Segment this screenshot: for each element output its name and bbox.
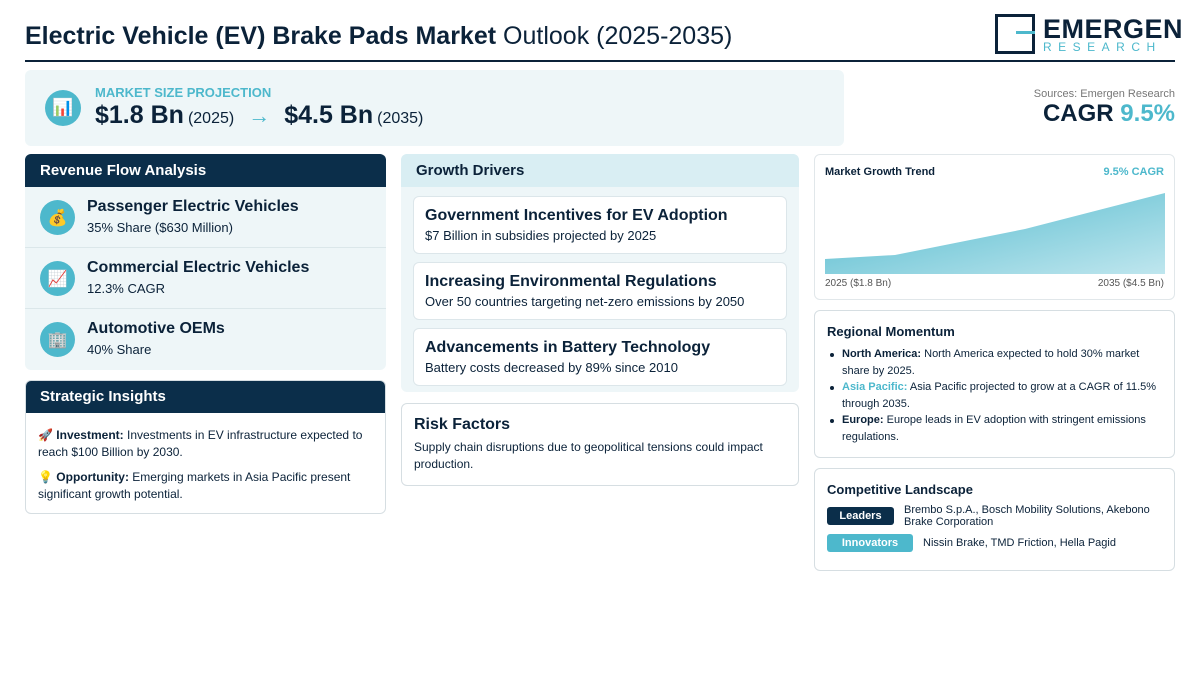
- regional-title: Regional Momentum: [827, 324, 955, 339]
- driver-item: Increasing Environmental Regulations Ove…: [413, 262, 787, 320]
- driver-subtitle: Battery costs decreased by 89% since 201…: [425, 360, 678, 375]
- innovators-badge: Innovators: [827, 534, 913, 552]
- trend-area: [825, 193, 1165, 274]
- region-name: Asia Pacific:: [842, 381, 908, 393]
- region-text: Europe leads in EV adoption with stringe…: [842, 414, 1146, 443]
- logo-wordmark: EMERGEN: [1043, 14, 1184, 44]
- insight-text: Investments in EV infrastructure expecte…: [38, 428, 363, 459]
- region-name: Europe:: [842, 414, 884, 426]
- page-title-bold: Electric Vehicle (EV) Brake Pads Market: [25, 22, 497, 50]
- market-trend-card: Market Growth Trend 9.5% CAGR 2025 ($1.8…: [814, 154, 1175, 300]
- insight-item: 🚀 Investment: Investments in EV infrastr…: [38, 427, 373, 461]
- revenue-item-subtitle: 35% Share ($630 Million): [87, 220, 233, 235]
- page-title-light: Outlook (2025-2035): [503, 22, 733, 50]
- region-name: North America:: [842, 348, 922, 360]
- growth-drivers-card: Growth Drivers Government Incentives for…: [401, 154, 799, 392]
- emergen-logo: EMERGEN RESEARCH: [995, 14, 1183, 56]
- page-header: Electric Vehicle (EV) Brake Pads Market …: [25, 10, 1183, 62]
- strategic-insights-title: Strategic Insights: [26, 381, 385, 413]
- revenue-flow-card: Revenue Flow Analysis 💰 Passenger Electr…: [25, 154, 386, 370]
- strategic-insights-card: Strategic Insights 🚀 Investment: Investm…: [25, 380, 386, 514]
- cagr-headline: CAGR 9.5%: [1043, 100, 1175, 128]
- page-title: Electric Vehicle (EV) Brake Pads Market …: [25, 22, 732, 51]
- insight-item: 💡 Opportunity: Emerging markets in Asia …: [38, 469, 373, 503]
- sources-note: Sources: Emergen Research: [1033, 88, 1175, 100]
- start-value: $1.8 Bn: [95, 101, 184, 129]
- driver-subtitle: $7 Billion in subsidies projected by 202…: [425, 228, 657, 243]
- end-value: $4.5 Bn: [284, 101, 374, 129]
- end-year: (2035): [377, 110, 424, 127]
- cagr-value: 9.5%: [1120, 100, 1175, 127]
- insight-label: Investment:: [56, 428, 124, 442]
- revenue-item-subtitle: 12.3% CAGR: [87, 281, 166, 296]
- region-text: North America expected to hold 30% marke…: [842, 348, 1140, 377]
- risk-factors-title: Risk Factors: [414, 416, 511, 433]
- regional-item: Asia Pacific: Asia Pacific projected to …: [830, 379, 1162, 413]
- driver-item: Government Incentives for EV Adoption $7…: [413, 196, 787, 254]
- regional-item: North America: North America expected to…: [830, 346, 1162, 380]
- trend-end-label: 2035 ($4.5 Bn): [1097, 278, 1164, 289]
- region-text: Asia Pacific projected to grow at a CAGR…: [842, 381, 1157, 410]
- projection-label: MARKET SIZE PROJECTION: [95, 85, 272, 100]
- trend-cagr-label: 9.5% CAGR: [1103, 166, 1164, 178]
- revenue-item-title: Passenger Electric Vehicles: [87, 198, 299, 215]
- revenue-item-title: Automotive OEMs: [87, 320, 225, 337]
- revenue-item-subtitle: 40% Share: [87, 342, 152, 357]
- logo-subtitle: RESEARCH: [1043, 40, 1162, 54]
- insight-text: Emerging markets in Asia Pacific present…: [38, 470, 351, 501]
- revenue-item: 💰 Passenger Electric Vehicles 35% Share …: [25, 187, 386, 248]
- insight-label: Opportunity:: [56, 470, 129, 484]
- competitive-title: Competitive Landscape: [827, 482, 973, 497]
- market-size-banner: 📊 MARKET SIZE PROJECTION $1.8 Bn (2025) → $…: [25, 70, 844, 146]
- trend-title: Market Growth Trend: [825, 166, 936, 178]
- driver-title: Government Incentives for EV Adoption: [425, 207, 728, 224]
- revenue-flow-title: Revenue Flow Analysis: [25, 154, 386, 187]
- chart-increasing-icon: 📈: [40, 261, 75, 296]
- money-bag-icon: 💰: [40, 200, 75, 235]
- risk-factors-card: Risk Factors Supply chain disruptions du…: [401, 403, 799, 486]
- trend-area-chart: [825, 193, 1165, 274]
- arrow-right-icon: →: [248, 103, 271, 128]
- revenue-item: 📈 Commercial Electric Vehicles 12.3% CAG…: [25, 248, 386, 309]
- leaders-list: Brembo S.p.A., Bosch Mobility Solutions,…: [904, 504, 1150, 528]
- projection-values: $1.8 Bn (2025) → $4.5 Bn (2035): [95, 101, 423, 130]
- leaders-badge: Leaders: [827, 507, 894, 525]
- innovators-list: Nissin Brake, TMD Friction, Hella Pagid: [923, 537, 1116, 549]
- regional-momentum-card: Regional Momentum North America: North A…: [814, 310, 1175, 458]
- revenue-item-title: Commercial Electric Vehicles: [87, 259, 310, 276]
- start-year: (2025): [187, 110, 235, 127]
- office-building-icon: 🏢: [40, 322, 75, 357]
- revenue-item: 🏢 Automotive OEMs 40% Share: [25, 309, 386, 370]
- bar-chart-icon: 📊: [45, 90, 81, 126]
- risk-factors-text: Supply chain disruptions due to geopolit…: [414, 440, 763, 471]
- driver-title: Increasing Environmental Regulations: [425, 273, 717, 290]
- rocket-icon: 🚀: [38, 428, 53, 442]
- light-bulb-icon: 💡: [38, 470, 53, 484]
- driver-item: Advancements in Battery Technology Batte…: [413, 328, 787, 386]
- driver-title: Advancements in Battery Technology: [425, 339, 711, 356]
- driver-subtitle: Over 50 countries targeting net-zero emi…: [425, 294, 745, 309]
- cagr-label: CAGR: [1042, 100, 1114, 127]
- trend-start-label: 2025 ($1.8 Bn): [825, 278, 892, 289]
- growth-drivers-title: Growth Drivers: [401, 154, 799, 187]
- competitive-landscape-card: Competitive Landscape Leaders Brembo S.p…: [814, 468, 1175, 571]
- logo-mark-icon: [995, 14, 1035, 54]
- regional-item: Europe: Europe leads in EV adoption with…: [830, 412, 1162, 446]
